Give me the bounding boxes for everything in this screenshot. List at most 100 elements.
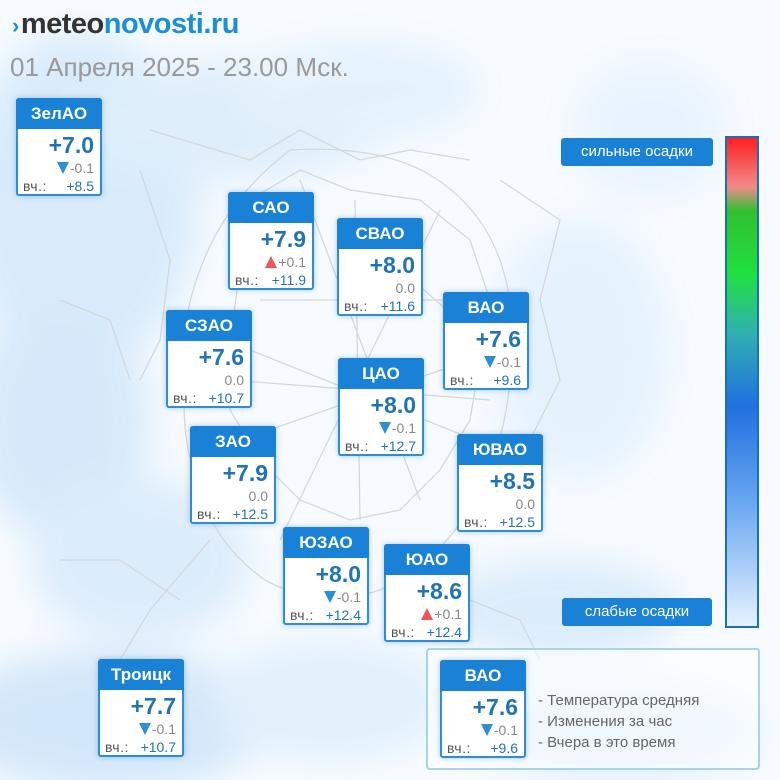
hourly-change-value: -0.1 [496,354,521,370]
hourly-change-value: -0.1 [151,721,176,737]
arrow-down-icon [323,591,336,603]
district-temperature: +8.0 [315,561,361,587]
hourly-change-value: 0.0 [515,496,535,512]
district-temperature: +7.9 [222,460,268,486]
yesterday-temperature: вч.: +12.4 [391,624,462,640]
district-temperature: +7.6 [198,344,244,370]
district-temperature: +7.0 [48,132,94,158]
yesterday-label: вч.: [450,372,474,388]
district-temperature: +7.6 [475,326,521,352]
hourly-change: -0.1 [480,722,518,738]
yesterday-temperature: вч.: +10.7 [105,739,176,755]
legend-line-change: - Изменения за час [538,713,673,730]
district-name: СВАО [337,218,423,249]
district-card: ЗелАО +7.0 -0.1 вч.: +8.5 [16,98,102,196]
yesterday-temperature: вч.: +12.4 [290,607,361,623]
yesterday-temperature: вч.: +12.7 [345,438,416,454]
yesterday-value: +10.7 [208,390,244,406]
district-card: ЮВАО +8.5 0.0 вч.: +12.5 [457,434,543,532]
yesterday-value: +12.4 [426,624,462,640]
yesterday-temperature: вч.: +8.5 [23,178,94,194]
district-card: Троицк +7.7 -0.1 вч.: +10.7 [98,659,184,757]
hourly-change: -0.1 [323,589,361,605]
arrow-down-icon [480,724,493,736]
legend-descriptions: - Температура средняя - Изменения за час… [538,690,699,753]
forecast-timestamp: 01 Апреля 2025 - 23.00 Мск. [10,52,349,82]
district-card: СВАО +8.0 0.0 вч.: +11.6 [337,218,423,316]
arrow-down-icon [378,422,391,434]
scale-label-heavy: сильные осадки [561,138,713,166]
legend-sample-card: ВАО +7.6 -0.1 вч.: +9.6 [440,660,526,758]
district-card: ЮАО +8.6 +0.1 вч.: +12.4 [384,544,470,642]
hourly-change-value: +0.1 [434,606,462,622]
district-temperature: +8.6 [416,578,462,604]
yesterday-label: вч.: [464,514,488,530]
yesterday-value: +11.9 [271,272,306,288]
district-card: ЗАО +7.9 0.0 вч.: +12.5 [190,426,276,524]
yesterday-temperature: вч.: +12.5 [197,506,268,522]
hourly-change-value: 0.0 [395,280,415,296]
arrow-down-icon [483,356,496,368]
yesterday-value: +12.5 [232,506,268,522]
hourly-change: 0.0 [225,372,244,388]
yesterday-value: +9.6 [493,372,521,388]
district-card: САО +7.9 +0.1 вч.: +11.9 [228,192,314,290]
hourly-change: -0.1 [56,160,94,176]
hourly-change: -0.1 [378,420,416,436]
yesterday-label: вч.: [23,178,47,194]
arrow-up-icon [421,608,434,620]
brand-logo[interactable]: ›meteonovosti.ru [12,8,239,41]
yesterday-value: +10.7 [140,739,176,755]
district-card: ЦАО +8.0 -0.1 вч.: +12.7 [338,358,424,456]
district-temperature: +8.5 [489,468,535,494]
precipitation-scale-bar [725,136,759,628]
yesterday-value: +12.4 [325,607,361,623]
hourly-change-value: -0.1 [69,160,94,176]
yesterday-value: +9.6 [490,740,518,756]
hourly-change: -0.1 [138,721,176,737]
yesterday-label: вч.: [447,740,471,756]
scale-label-light: слабые осадки [562,598,712,626]
district-temperature: +7.7 [130,693,176,719]
district-name: САО [228,192,314,223]
district-card: ЮЗАО +8.0 -0.1 вч.: +12.4 [283,527,369,625]
brand-text-meteo: meteo [20,8,104,40]
yesterday-temperature: вч.: +12.5 [464,514,535,530]
hourly-change: +0.1 [265,254,306,270]
yesterday-temperature: вч.: +11.9 [235,272,306,288]
district-name: Троицк [98,659,184,690]
district-name: ВАО [443,292,529,323]
district-name: ЮВАО [457,434,543,465]
district-temperature: +7.9 [260,226,306,252]
district-name: ЮЗАО [283,527,369,558]
hourly-change-value: -0.1 [493,722,518,738]
hourly-change: 0.0 [249,488,268,504]
yesterday-label: вч.: [345,438,369,454]
hourly-change-value: -0.1 [391,420,416,436]
yesterday-label: вч.: [105,739,129,755]
district-temperature: +8.0 [370,392,416,418]
yesterday-label: вч.: [344,298,368,314]
district-name: ЗАО [190,426,276,457]
district-name: ЦАО [338,358,424,389]
logo-mark-icon: › [12,13,19,38]
district-name: СЗАО [166,310,252,341]
yesterday-label: вч.: [197,506,221,522]
legend-line-temperature: - Температура средняя [538,692,700,709]
district-temperature: +8.0 [369,252,415,278]
arrow-up-icon [265,256,278,268]
hourly-change: +0.1 [421,606,462,622]
district-name: ВАО [440,660,526,691]
yesterday-temperature: вч.: +10.7 [173,390,244,406]
yesterday-value: +11.6 [380,298,415,314]
hourly-change: 0.0 [516,496,535,512]
yesterday-label: вч.: [391,624,415,640]
arrow-down-icon [138,723,151,735]
hourly-change-value: 0.0 [224,372,244,388]
legend-panel: ВАО +7.6 -0.1 вч.: +9.6 - Температура сре… [426,648,760,770]
yesterday-label: вч.: [235,272,259,288]
yesterday-value: +8.5 [66,178,94,194]
hourly-change-value: +0.1 [278,254,306,270]
yesterday-value: +12.5 [499,514,535,530]
yesterday-temperature: вч.: +11.6 [344,298,415,314]
